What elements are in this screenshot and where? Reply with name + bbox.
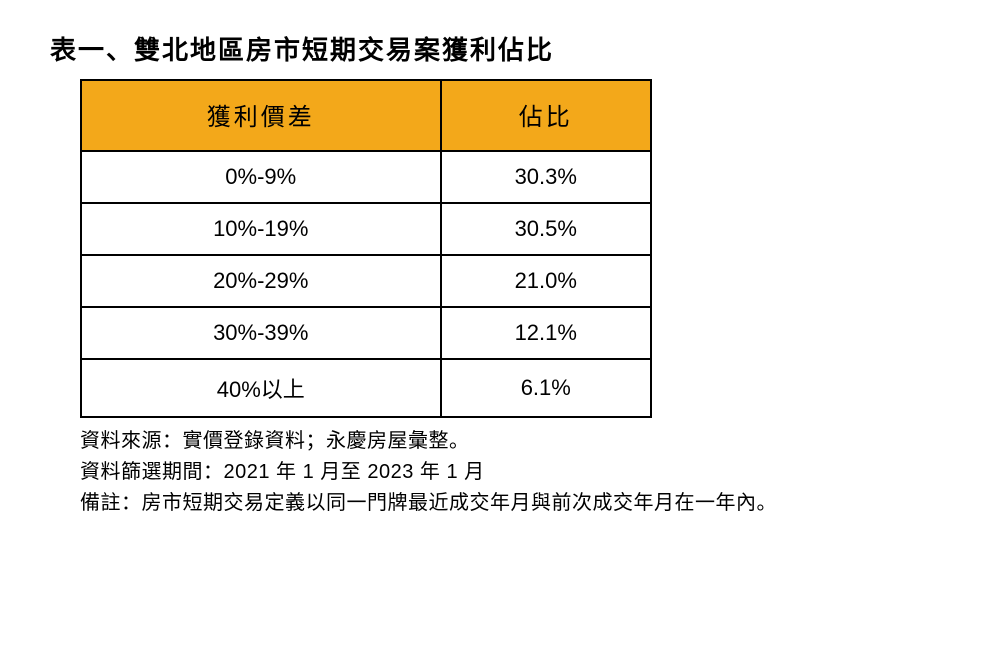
footnote-period-range: 2021 年 1 月至 2023 年 1 月 [224, 461, 485, 483]
col-header-ratio: 佔比 [441, 80, 651, 151]
cell-ratio: 12.1% [441, 307, 651, 359]
table-row: 40%以上 6.1% [81, 359, 651, 417]
table-row: 0%-9% 30.3% [81, 151, 651, 203]
table-title: 表一、雙北地區房市短期交易案獲利佔比 [50, 30, 950, 67]
table-row: 10%-19% 30.5% [81, 203, 651, 255]
table-row: 30%-39% 12.1% [81, 307, 651, 359]
profit-ratio-table: 獲利價差 佔比 0%-9% 30.3% 10%-19% 30.5% 20%-29… [80, 79, 652, 418]
footnote-period: 資料篩選期間：2021 年 1 月至 2023 年 1 月 [80, 457, 950, 488]
cell-ratio: 30.3% [441, 151, 651, 203]
table-header-row: 獲利價差 佔比 [81, 80, 651, 151]
table-row: 20%-29% 21.0% [81, 255, 651, 307]
cell-range: 20%-29% [81, 255, 441, 307]
table-body: 0%-9% 30.3% 10%-19% 30.5% 20%-29% 21.0% … [81, 151, 651, 417]
cell-range: 10%-19% [81, 203, 441, 255]
footnote-period-prefix: 資料篩選期間： [80, 461, 224, 483]
cell-ratio: 6.1% [441, 359, 651, 417]
cell-range: 0%-9% [81, 151, 441, 203]
cell-range: 30%-39% [81, 307, 441, 359]
footnote-note: 備註：房市短期交易定義以同一門牌最近成交年月與前次成交年月在一年內。 [80, 488, 950, 519]
cell-ratio: 30.5% [441, 203, 651, 255]
col-header-price-diff: 獲利價差 [81, 80, 441, 151]
cell-range: 40%以上 [81, 359, 441, 417]
cell-ratio: 21.0% [441, 255, 651, 307]
footnotes: 資料來源：實價登錄資料；永慶房屋彙整。 資料篩選期間：2021 年 1 月至 2… [80, 426, 950, 519]
table-container: 獲利價差 佔比 0%-9% 30.3% 10%-19% 30.5% 20%-29… [80, 79, 950, 418]
footnote-source: 資料來源：實價登錄資料；永慶房屋彙整。 [80, 426, 950, 457]
